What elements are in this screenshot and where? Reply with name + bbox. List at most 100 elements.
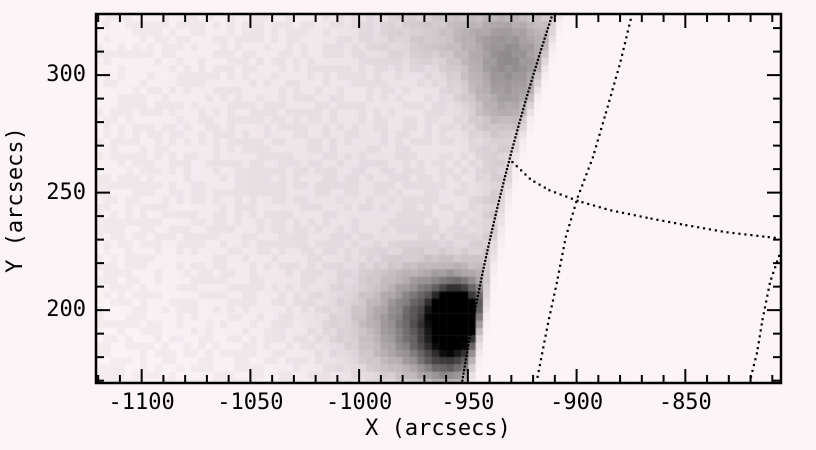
latitude-grid-dotted-line <box>668 220 671 224</box>
meridian-grid-1-dotted-line <box>611 88 614 91</box>
solar-limb-dotted-line <box>550 16 553 19</box>
meridian-grid-1-dotted-line <box>541 352 544 355</box>
meridian-grid-1-dotted-line <box>583 178 586 181</box>
meridian-grid-2-dotted-line <box>768 282 771 285</box>
solar-limb-dotted-line <box>462 368 466 372</box>
solar-limb-dotted-line <box>524 101 527 104</box>
latitude-grid-dotted-line <box>679 223 683 226</box>
solar-limb-dotted-line <box>504 171 508 174</box>
meridian-grid-1-dotted-line <box>601 122 604 125</box>
solar-limb-dotted-line <box>484 256 488 259</box>
latitude-grid-dotted-line <box>520 169 523 172</box>
meridian-grid-1-dotted-line <box>563 241 566 244</box>
solar-limb-dotted-line <box>484 259 487 262</box>
solar-limb-dotted-line <box>539 51 542 54</box>
meridian-grid-1-dotted-line <box>593 150 596 154</box>
meridian-grid-1-dotted-line <box>537 369 540 373</box>
latitude-grid-dotted-line <box>616 210 619 213</box>
meridian-grid-1-dotted-line <box>629 18 632 21</box>
solar-limb-dotted-line <box>546 27 550 30</box>
meridian-grid-1-dotted-line <box>604 111 608 114</box>
meridian-grid-1-dotted-line <box>554 287 557 290</box>
solar-limb-dotted-line <box>463 365 466 368</box>
solar-limb-dotted-line <box>467 340 471 343</box>
meridian-grid-1-dotted-line <box>581 184 584 187</box>
y-axis-title: Y (arcsecs) <box>3 127 28 273</box>
latitude-grid-dotted-line <box>732 231 735 235</box>
solar-limb-dotted-line <box>497 203 500 206</box>
solar-limb-dotted-line <box>497 199 501 202</box>
meridian-grid-2-dotted-line <box>765 300 768 303</box>
meridian-grid-1-dotted-line <box>623 42 627 45</box>
latitude-grid-dotted-line <box>762 235 765 238</box>
solar-limb-dotted-line <box>523 104 526 107</box>
meridian-grid-1-dotted-line <box>551 299 555 302</box>
latitude-grid-dotted-line <box>738 232 741 235</box>
solar-limb-dotted-line <box>519 118 522 121</box>
solar-limb-dotted-line <box>507 160 510 164</box>
meridian-grid-1-dotted-line <box>536 375 539 378</box>
meridian-grid-2-dotted-line <box>770 277 773 280</box>
meridian-grid-1-dotted-line <box>545 328 548 331</box>
latitude-grid-dotted-line <box>656 218 659 221</box>
meridian-grid-1-dotted-line <box>614 76 618 79</box>
latitude-grid-dotted-line <box>576 199 579 202</box>
solar-limb-dotted-line <box>503 178 506 181</box>
solar-limb-dotted-line <box>528 86 531 90</box>
meridian-grid-2-dotted-line <box>759 329 762 332</box>
latitude-grid-dotted-line <box>744 233 747 236</box>
latitude-grid-dotted-line <box>570 197 573 200</box>
solar-limb-dotted-line <box>470 326 473 329</box>
solar-limb-dotted-line <box>508 157 511 160</box>
solar-limb-dotted-line <box>534 65 537 68</box>
latitude-grid-dotted-line <box>621 211 625 214</box>
solar-limb-dotted-line <box>495 210 498 213</box>
x-axis-title: X (arcsecs) <box>365 416 511 441</box>
solar-limb-dotted-line <box>504 175 507 178</box>
latitude-grid-dotted-line <box>627 212 631 216</box>
solar-limb-dotted-line <box>478 287 481 291</box>
meridian-grid-1-dotted-line <box>561 252 564 256</box>
solar-limb-dotted-line <box>526 93 529 97</box>
meridian-grid-1-dotted-line <box>578 189 582 193</box>
solar-limb-dotted-line <box>529 83 532 86</box>
solar-limb-dotted-line <box>480 277 483 280</box>
meridian-grid-1-dotted-line <box>571 212 574 215</box>
meridian-grid-1-dotted-line <box>618 65 621 68</box>
latitude-grid-dotted-line <box>750 234 753 237</box>
meridian-grid-1-dotted-line <box>573 206 576 209</box>
meridian-grid-1-dotted-line <box>538 363 541 367</box>
solar-limb-dotted-line <box>532 72 535 76</box>
solar-limb-dotted-line <box>464 361 467 365</box>
latitude-grid-dotted-line <box>565 195 568 198</box>
solar-limb-dotted-line <box>533 69 536 72</box>
solar-limb-dotted-line <box>499 192 502 195</box>
solar-limb-dotted-line <box>469 330 473 333</box>
x-tick-label: -850 <box>658 390 712 415</box>
solar-limb-dotted-line <box>491 227 494 231</box>
solar-limb-dotted-line <box>510 150 513 153</box>
meridian-grid-2-dotted-line <box>755 352 758 355</box>
meridian-grid-1-dotted-line <box>568 224 571 227</box>
meridian-grid-1-dotted-line <box>622 47 625 51</box>
solar-limb-dotted-line <box>522 108 525 111</box>
meridian-grid-1-dotted-line <box>560 258 563 261</box>
x-tick-label: -1050 <box>217 390 284 415</box>
solar-limb-dotted-line <box>506 164 509 167</box>
meridian-grid-2-dotted-line <box>762 312 765 315</box>
latitude-grid-dotted-line <box>559 193 562 196</box>
latitude-grid-dotted-line <box>726 231 729 234</box>
latitude-grid-dotted-line <box>553 191 557 194</box>
solar-limb-dotted-line <box>548 23 551 26</box>
solar-limb-dotted-line <box>537 55 541 58</box>
solar-limb-dotted-line <box>502 182 505 185</box>
meridian-grid-1-dotted-line <box>595 145 598 148</box>
latitude-grid-dotted-line <box>691 225 694 228</box>
meridian-grid-2-dotted-line <box>763 306 767 309</box>
solar-limb-dotted-line <box>476 298 479 301</box>
solar-limb-dotted-line <box>485 252 488 255</box>
meridian-grid-1-dotted-line <box>613 82 616 85</box>
solar-limb-dotted-line <box>500 189 503 192</box>
latitude-grid-dotted-line <box>662 219 665 222</box>
solar-limb-dotted-line <box>512 143 515 146</box>
